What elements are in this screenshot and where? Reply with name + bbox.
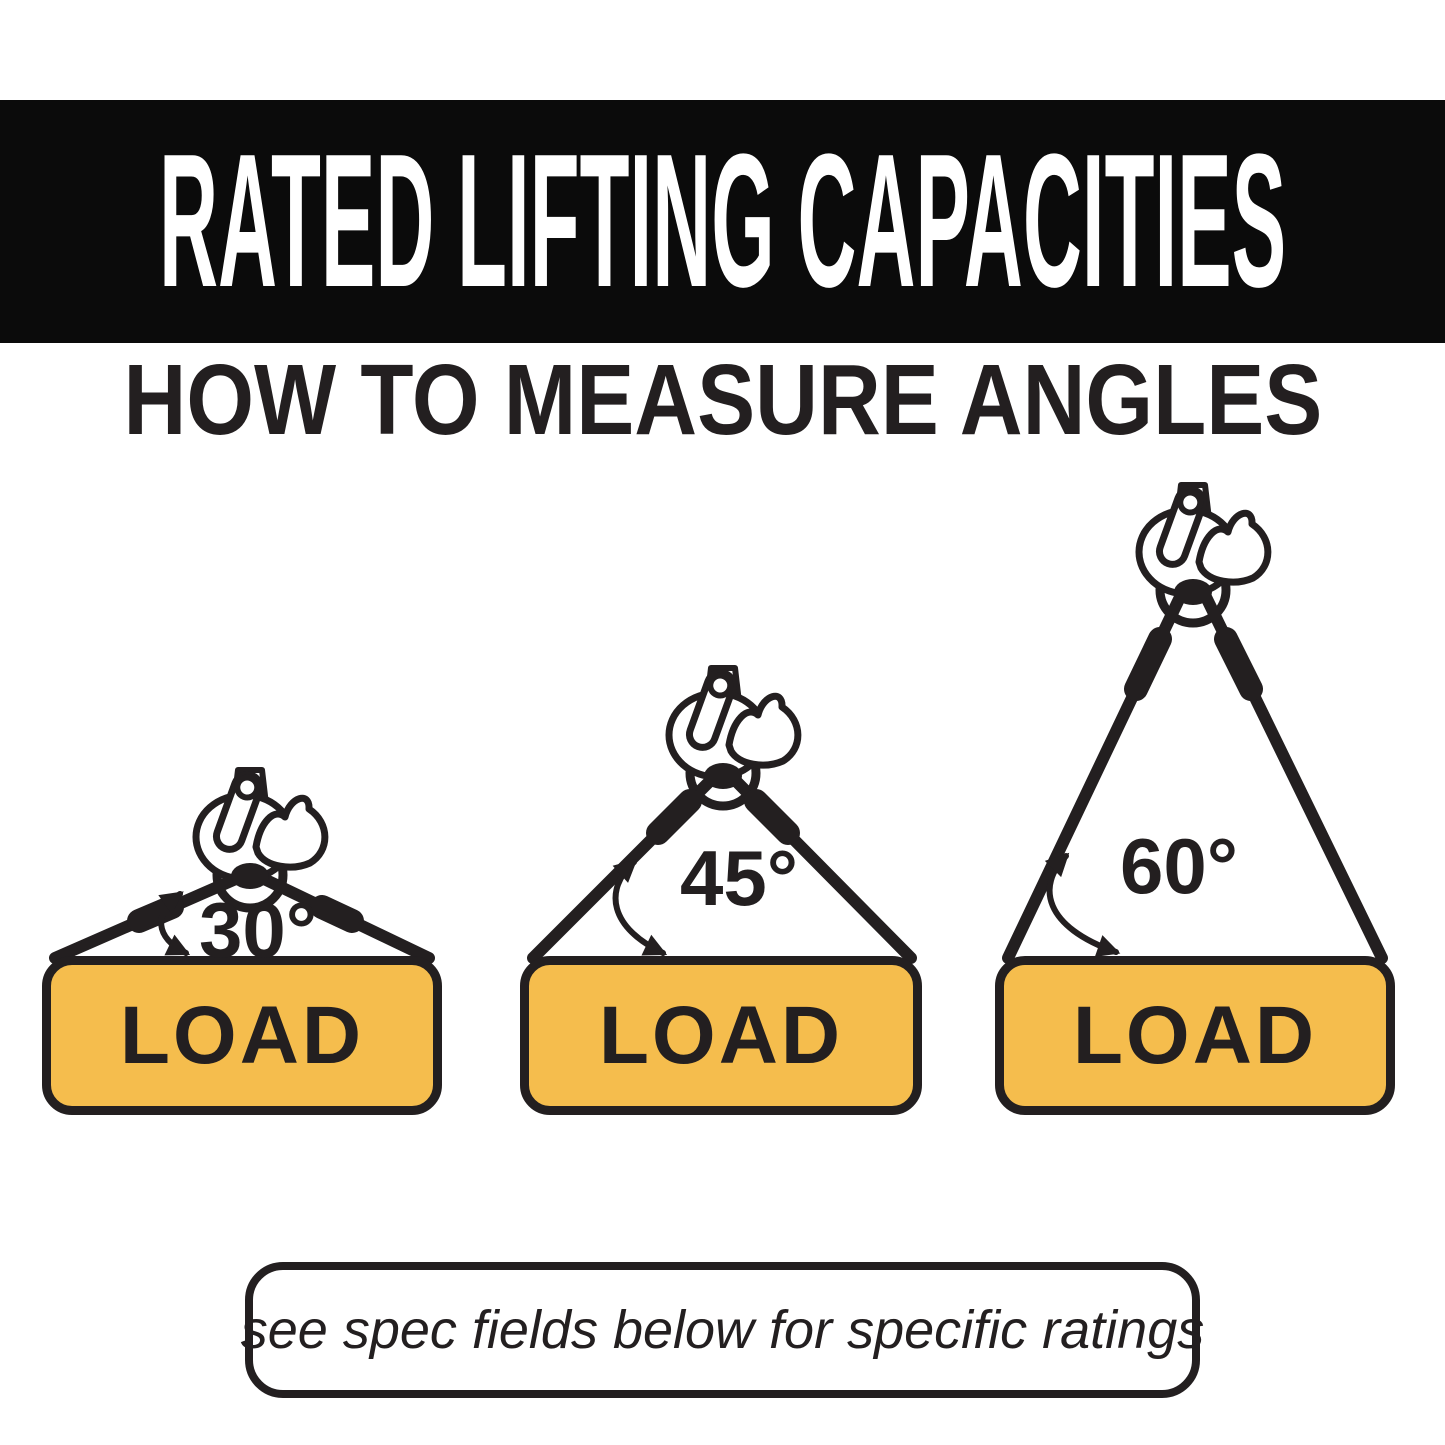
load-block: LOAD — [42, 956, 442, 1115]
note-box: see spec fields below for specific ratin… — [241, 1262, 1204, 1398]
load-label: LOAD — [119, 989, 365, 1081]
sling-sleeve — [744, 789, 800, 845]
subtitle-row: HOW TO MEASURE ANGLES — [0, 350, 1445, 450]
sling-wrap — [1174, 579, 1212, 605]
angle-arc-arrow — [158, 891, 191, 956]
angle-value-30: 30° — [199, 886, 317, 974]
sling-wrap — [231, 863, 269, 889]
header-banner: RATED LIFTING CAPACITIES — [0, 100, 1445, 343]
page-title: RATED LIFTING CAPACITIES — [158, 115, 1287, 327]
load-block: LOAD — [995, 956, 1395, 1115]
angle-arc-arrow — [612, 858, 668, 956]
load-label: LOAD — [598, 989, 844, 1081]
page-subtitle: HOW TO MEASURE ANGLES — [123, 344, 1322, 456]
note-text: see spec fields below for specific ratin… — [240, 1300, 1205, 1360]
sling-diagram-30 — [49, 770, 435, 964]
sling-diagram-45 — [527, 668, 917, 964]
sling-diagram-60 — [1002, 485, 1388, 964]
angle-arc-arrow — [1044, 852, 1121, 957]
load-block: LOAD — [520, 956, 922, 1115]
angle-value-45: 45° — [680, 834, 798, 922]
sling-wrap — [704, 763, 742, 789]
sling-sleeve — [646, 789, 702, 845]
load-label: LOAD — [1072, 989, 1318, 1081]
sling-sleeve — [310, 895, 364, 933]
sling-sleeve — [1214, 627, 1263, 701]
sling-sleeve — [1124, 627, 1172, 701]
angle-value-60: 60° — [1120, 822, 1238, 910]
